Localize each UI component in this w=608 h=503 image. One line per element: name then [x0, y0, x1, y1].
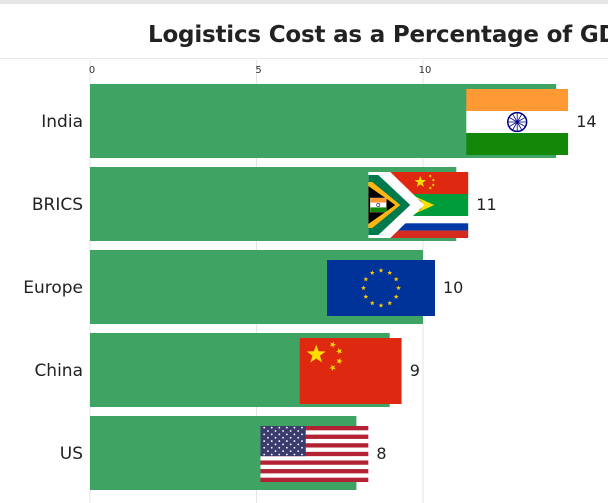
- category-label: India: [41, 112, 83, 132]
- us-flag-icon: [260, 426, 369, 482]
- value-label: 14: [576, 112, 596, 131]
- value-label: 10: [443, 278, 463, 297]
- x-tick-label: 5: [255, 65, 261, 76]
- category-label: US: [60, 444, 83, 464]
- bars: India 14 BRICS 11 Europe 10 China 9 US 8: [23, 84, 597, 490]
- india-flag-icon: [466, 89, 569, 155]
- title-divider: [0, 58, 608, 59]
- brics-flags-icon: [368, 172, 469, 238]
- value-label: 9: [410, 361, 420, 380]
- value-label: 8: [376, 444, 386, 463]
- china-flag-icon: [299, 338, 402, 404]
- category-label: BRICS: [32, 195, 83, 215]
- category-label: Europe: [23, 278, 83, 298]
- x-tick-label: 10: [419, 65, 432, 76]
- top-border: [0, 0, 608, 4]
- chart-title: Logistics Cost as a Percentage of GDP: [148, 22, 608, 48]
- eu-flag-icon: [327, 260, 435, 316]
- x-tick-label: 0: [89, 65, 95, 76]
- category-label: China: [34, 361, 83, 381]
- value-label: 11: [476, 195, 496, 214]
- x-axis-ticks: 0 5 10: [89, 65, 432, 76]
